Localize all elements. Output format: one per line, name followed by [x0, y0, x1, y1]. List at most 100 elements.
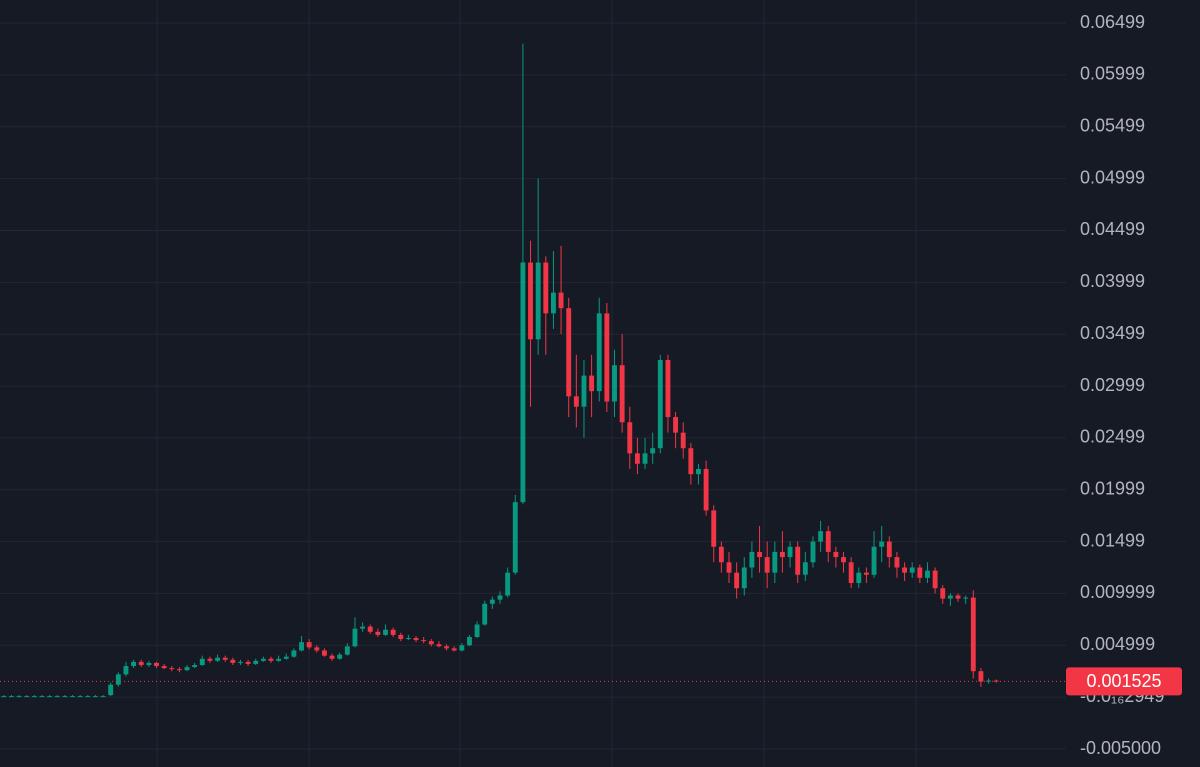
candle-body [894, 557, 900, 568]
candle-body [634, 453, 640, 464]
last-price-badge [1066, 667, 1182, 696]
y-tick-label: 0.02999 [1080, 375, 1145, 395]
candle-body [886, 541, 892, 558]
candle-body [276, 658, 282, 661]
candle-body [688, 448, 694, 475]
candle-body [92, 696, 98, 698]
candle-body [176, 669, 182, 671]
candle-body [757, 551, 762, 558]
y-tick-label: 0.02499 [1080, 427, 1145, 447]
candle-body [833, 551, 839, 558]
candle-body [383, 629, 388, 635]
candle-body [85, 696, 91, 698]
candle-body [169, 668, 175, 670]
candle-body [726, 562, 732, 573]
y-tick-label: 0.06499 [1080, 12, 1145, 32]
candle-body [283, 656, 289, 659]
candle-body [482, 603, 488, 625]
candle-body [253, 660, 259, 664]
candle-body [9, 696, 14, 698]
candle-body [24, 696, 30, 698]
candle-body [581, 375, 587, 407]
candle-body [321, 650, 327, 656]
candle-body [764, 557, 770, 573]
candle-body [47, 696, 53, 698]
candle-body [405, 638, 411, 640]
candle-body [680, 432, 686, 449]
candle-body [550, 292, 556, 314]
candle-body [673, 417, 679, 433]
candle-body [718, 546, 724, 563]
y-tick-label: 0.03499 [1080, 323, 1145, 343]
candle-body [268, 658, 274, 661]
candle-body [863, 572, 869, 575]
candle-body [428, 641, 434, 645]
candle-body [1, 696, 7, 698]
candle-body [802, 562, 808, 575]
candle-body [818, 531, 824, 542]
candle-body [199, 658, 205, 665]
candle-body [375, 631, 381, 635]
y-tick-label: 0.05499 [1080, 116, 1145, 136]
candle-body [543, 262, 549, 314]
candle-body [360, 626, 366, 629]
y-tick-label: 0.04999 [1080, 167, 1145, 187]
candle-body [421, 640, 427, 642]
candle-body [192, 664, 198, 668]
candle-body [749, 551, 755, 568]
candle-body [260, 658, 266, 661]
candle-body [367, 626, 373, 632]
candle-body [657, 360, 663, 449]
candle-body [505, 572, 511, 596]
candle-body [222, 657, 228, 660]
candle-body [665, 360, 671, 418]
candle-body [558, 292, 564, 309]
candle-body [772, 551, 778, 573]
candle-body [123, 666, 129, 675]
candle-body [642, 453, 648, 464]
candle-body [573, 396, 579, 407]
candle-body [955, 595, 961, 599]
candle-body [871, 546, 877, 575]
candle-body [650, 448, 656, 454]
y-tick-label: -0.005000 [1080, 738, 1161, 758]
candle-body [337, 654, 343, 659]
candle-body [917, 567, 923, 578]
candle-body [62, 696, 68, 698]
candle-body [970, 597, 976, 672]
candle-body [780, 551, 785, 558]
candle-body [497, 595, 503, 600]
candle-body [115, 674, 121, 685]
candle-body [184, 667, 190, 671]
candle-body [70, 696, 75, 698]
candle-body [841, 557, 846, 563]
vertical-grid [156, 0, 917, 767]
candle-body [306, 642, 312, 648]
candle-body [932, 570, 938, 589]
candle-body [329, 655, 335, 659]
candle-body [848, 562, 854, 584]
candle-body [413, 638, 419, 641]
candle-body [512, 502, 518, 573]
candle-body [31, 696, 37, 698]
candle-body [596, 313, 602, 392]
candle-body [245, 661, 251, 664]
candle-body [444, 646, 450, 649]
candle-body [528, 262, 533, 340]
y-tick-label: 0.004999 [1080, 634, 1155, 654]
candle-body [344, 646, 350, 655]
candle-body [467, 636, 472, 646]
candle-body [77, 696, 83, 698]
candle-body [589, 375, 595, 392]
candle-body [734, 572, 740, 589]
candle-body [856, 572, 862, 584]
candle-body [352, 628, 358, 647]
candle-body [230, 659, 236, 663]
candle-body [54, 696, 60, 698]
candle-body [154, 662, 159, 667]
candle-body [909, 567, 915, 573]
candle-body [604, 313, 610, 402]
candle-body [16, 696, 22, 698]
candle-body [619, 365, 625, 423]
